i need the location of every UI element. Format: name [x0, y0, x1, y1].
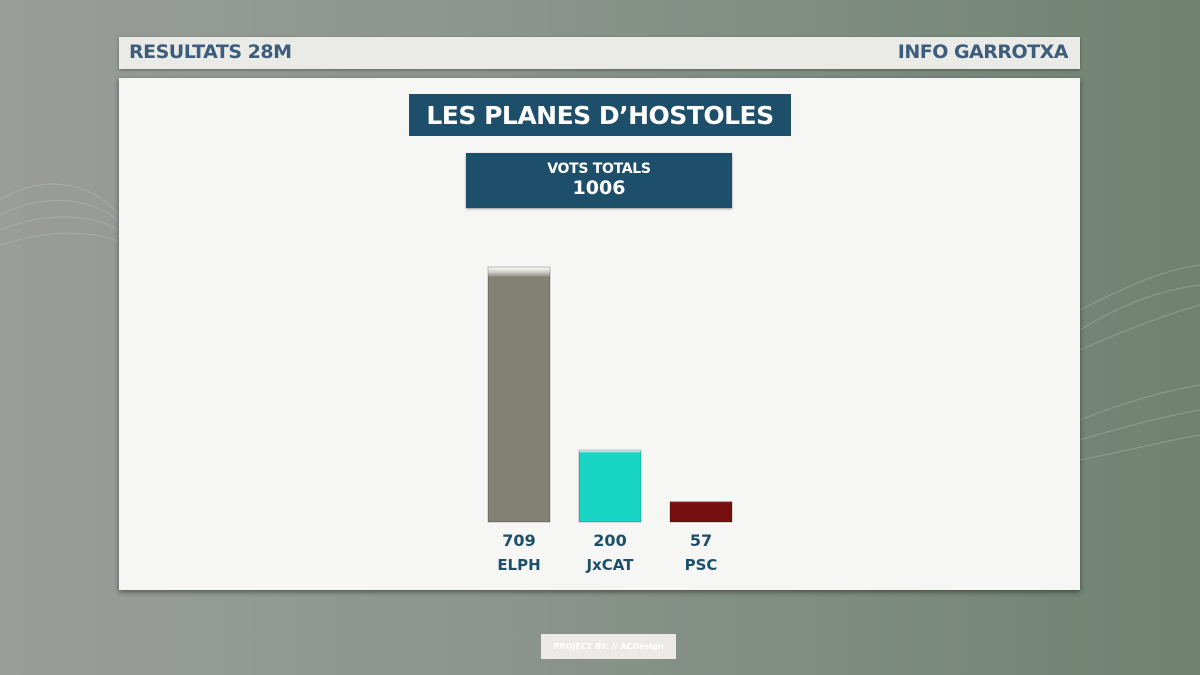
bar-psc	[669, 500, 733, 523]
bar-jxcat	[578, 449, 642, 523]
total-votes-value: 1006	[572, 177, 626, 199]
total-votes-label: VOTS TOTALS	[547, 161, 651, 177]
category-label-psc: PSC	[685, 556, 718, 574]
header-title: RESULTATS 28M	[129, 41, 292, 63]
category-label-jxcat: JxCAT	[586, 556, 635, 574]
results-bar-chart: 709 ELPH 200 JxCAT 57 PSC	[487, 266, 733, 574]
bar-elph	[487, 266, 551, 523]
header-bar: RESULTATS 28M INFO GARROTXA	[119, 37, 1080, 69]
data-label-psc: 57	[690, 531, 712, 550]
municipality-title: LES PLANES D’HOSTOLES	[409, 94, 791, 136]
data-label-jxcat: 200	[593, 531, 626, 550]
data-label-elph: 709	[502, 531, 535, 550]
results-panel: LES PLANES D’HOSTOLES VOTS TOTALS 1006 7…	[119, 78, 1080, 590]
category-label-elph: ELPH	[497, 556, 540, 574]
footer-credit: PROJECT BY: // ACDesign	[541, 634, 676, 659]
header-brand: INFO GARROTXA	[897, 41, 1069, 63]
total-votes-box: VOTS TOTALS 1006	[466, 153, 732, 208]
